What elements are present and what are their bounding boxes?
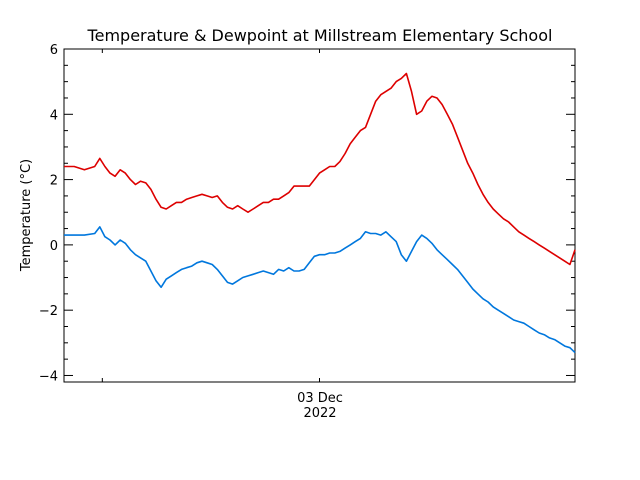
x-tick-label-date: 03 Dec	[297, 391, 343, 406]
y-axis: −4 −2 0 2 4 6	[39, 43, 575, 384]
plot-frame	[63, 48, 576, 383]
y-tick-label: 2	[50, 174, 58, 189]
temperature-series-line	[64, 72, 576, 266]
series-layer	[64, 72, 576, 354]
y-tick-label: 4	[50, 108, 58, 123]
y-axis-label: Temperature (°C)	[19, 159, 34, 272]
y-tick-label: −2	[39, 304, 58, 319]
chart-title: Temperature & Dewpoint at Millstream Ele…	[87, 26, 553, 45]
x-axis	[101, 49, 320, 382]
y-tick-label: −4	[39, 369, 58, 384]
y-tick-label: 0	[50, 239, 58, 254]
y-tick-label: 6	[50, 43, 58, 58]
dewpoint-series-line	[64, 226, 576, 354]
x-tick-label-year: 2022	[303, 406, 336, 421]
